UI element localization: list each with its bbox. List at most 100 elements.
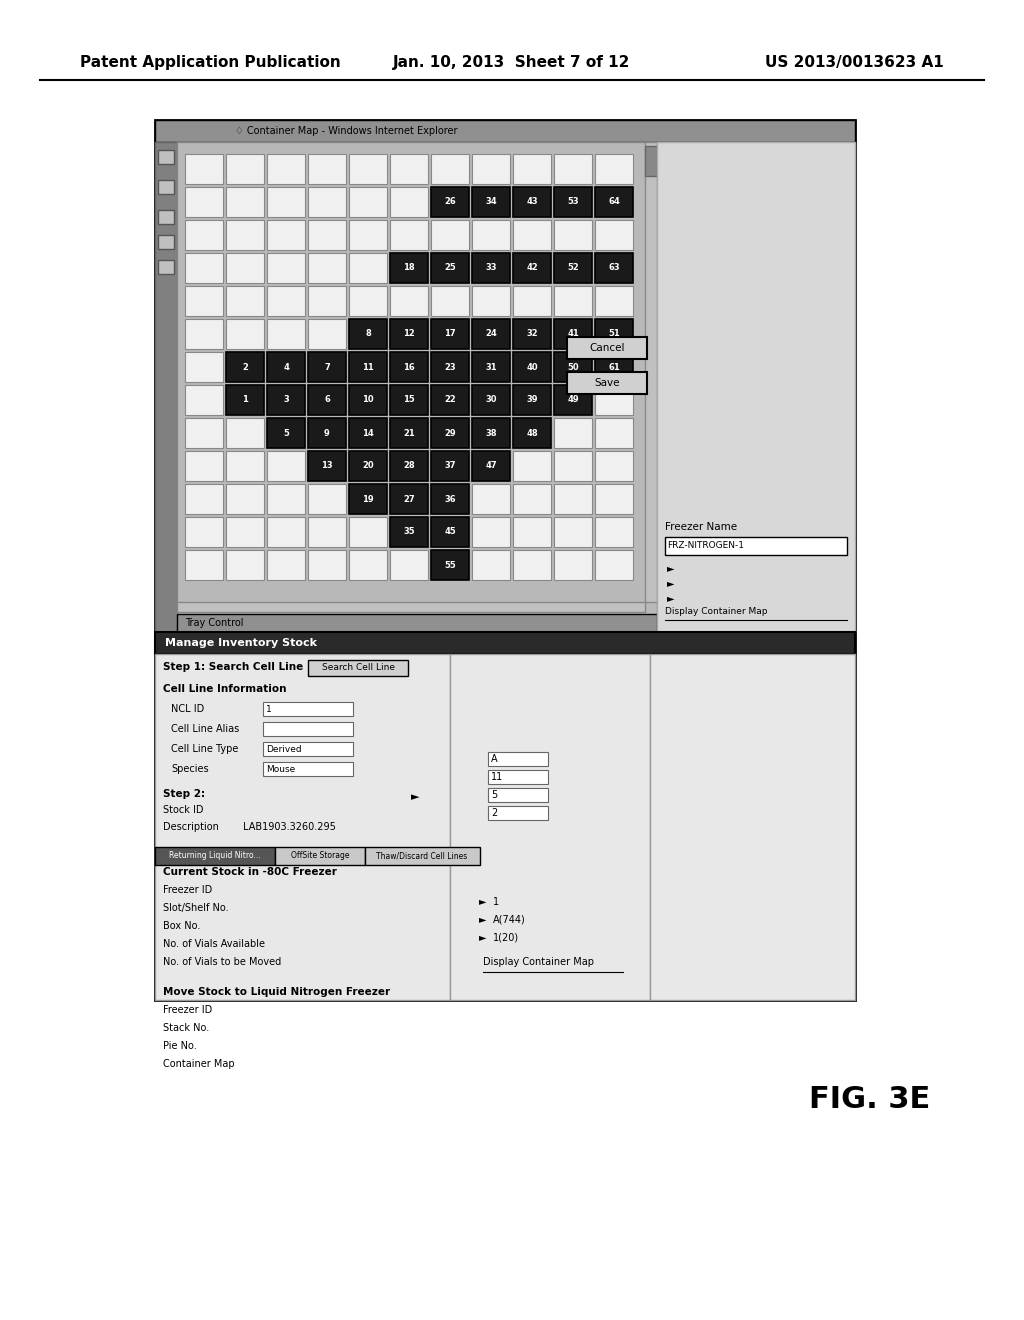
Bar: [155, 632, 855, 653]
Bar: [472, 385, 510, 414]
Bar: [488, 752, 548, 766]
Text: 1: 1: [493, 898, 499, 907]
Bar: [567, 337, 647, 359]
Text: 52: 52: [567, 264, 579, 272]
Text: 21: 21: [403, 429, 415, 437]
Bar: [554, 550, 592, 579]
Text: Species: Species: [171, 764, 209, 774]
Text: 5: 5: [283, 429, 289, 437]
Text: Stock ID: Stock ID: [163, 805, 204, 814]
Text: ►: ►: [411, 792, 420, 803]
Text: 64: 64: [608, 198, 620, 206]
Bar: [308, 187, 346, 216]
Text: 9: 9: [325, 429, 330, 437]
Bar: [258, 700, 358, 781]
Bar: [226, 484, 264, 513]
Text: Pie No.: Pie No.: [163, 1041, 197, 1051]
Bar: [390, 385, 428, 414]
Bar: [390, 220, 428, 249]
Bar: [158, 150, 174, 164]
Text: Box No.: Box No.: [163, 921, 201, 931]
Bar: [226, 319, 264, 348]
Text: Thaw/Discard Cell Lines: Thaw/Discard Cell Lines: [377, 851, 468, 861]
Bar: [226, 550, 264, 579]
Bar: [450, 653, 650, 1001]
Text: US 2013/0013623 A1: US 2013/0013623 A1: [765, 54, 944, 70]
Bar: [595, 286, 633, 315]
Bar: [226, 352, 264, 381]
Bar: [263, 742, 353, 756]
Text: Returning Liquid Nitro...: Returning Liquid Nitro...: [169, 851, 261, 861]
Bar: [472, 550, 510, 579]
Text: Stack No.: Stack No.: [163, 1023, 209, 1034]
Bar: [275, 847, 365, 865]
Bar: [554, 154, 592, 183]
Text: 8: 8: [366, 330, 371, 338]
Bar: [390, 418, 428, 447]
Text: 22: 22: [444, 396, 456, 404]
Text: Freezer ID: Freezer ID: [163, 1005, 212, 1015]
Bar: [185, 187, 223, 216]
Text: 25: 25: [444, 264, 456, 272]
Bar: [488, 807, 548, 820]
Text: Jan. 10, 2013  Sheet 7 of 12: Jan. 10, 2013 Sheet 7 of 12: [393, 54, 631, 70]
Bar: [308, 451, 346, 480]
Text: Freezer Name: Freezer Name: [665, 521, 737, 532]
Bar: [650, 653, 855, 1001]
Text: 12: 12: [403, 330, 415, 338]
Bar: [513, 187, 551, 216]
Bar: [349, 418, 387, 447]
Text: Cancel: Cancel: [589, 343, 625, 352]
Text: 47: 47: [485, 462, 497, 470]
Bar: [185, 418, 223, 447]
Bar: [267, 451, 305, 480]
Bar: [226, 385, 264, 414]
Bar: [431, 418, 469, 447]
Bar: [390, 451, 428, 480]
Text: 20: 20: [362, 462, 374, 470]
Bar: [390, 286, 428, 315]
Bar: [390, 187, 428, 216]
Bar: [263, 762, 353, 776]
Bar: [308, 385, 346, 414]
Bar: [554, 253, 592, 282]
Text: 5: 5: [490, 789, 498, 800]
Bar: [226, 253, 264, 282]
Bar: [158, 180, 174, 194]
Bar: [554, 319, 592, 348]
Bar: [185, 286, 223, 315]
Bar: [226, 517, 264, 546]
Text: No. of Vials Available: No. of Vials Available: [163, 939, 265, 949]
Text: 10: 10: [362, 396, 374, 404]
Text: 15: 15: [403, 396, 415, 404]
Text: 7: 7: [325, 363, 330, 371]
Text: Cell Line Alias: Cell Line Alias: [171, 723, 240, 734]
Bar: [226, 286, 264, 315]
Bar: [472, 319, 510, 348]
Bar: [365, 847, 480, 865]
Text: 33: 33: [485, 264, 497, 272]
Text: 24: 24: [485, 330, 497, 338]
Text: 32: 32: [526, 330, 538, 338]
Bar: [158, 210, 174, 224]
Bar: [513, 484, 551, 513]
Bar: [390, 319, 428, 348]
Bar: [390, 352, 428, 381]
Text: 39: 39: [526, 396, 538, 404]
Bar: [349, 550, 387, 579]
Text: 1(20): 1(20): [493, 933, 519, 942]
Bar: [267, 286, 305, 315]
Text: ►: ►: [667, 578, 675, 587]
Text: ►: ►: [667, 564, 675, 573]
Bar: [267, 550, 305, 579]
Bar: [554, 451, 592, 480]
Bar: [349, 253, 387, 282]
Text: A: A: [490, 754, 498, 764]
Bar: [472, 286, 510, 315]
Bar: [431, 220, 469, 249]
Bar: [185, 517, 223, 546]
Bar: [308, 286, 346, 315]
Bar: [431, 484, 469, 513]
Bar: [472, 352, 510, 381]
Bar: [595, 319, 633, 348]
